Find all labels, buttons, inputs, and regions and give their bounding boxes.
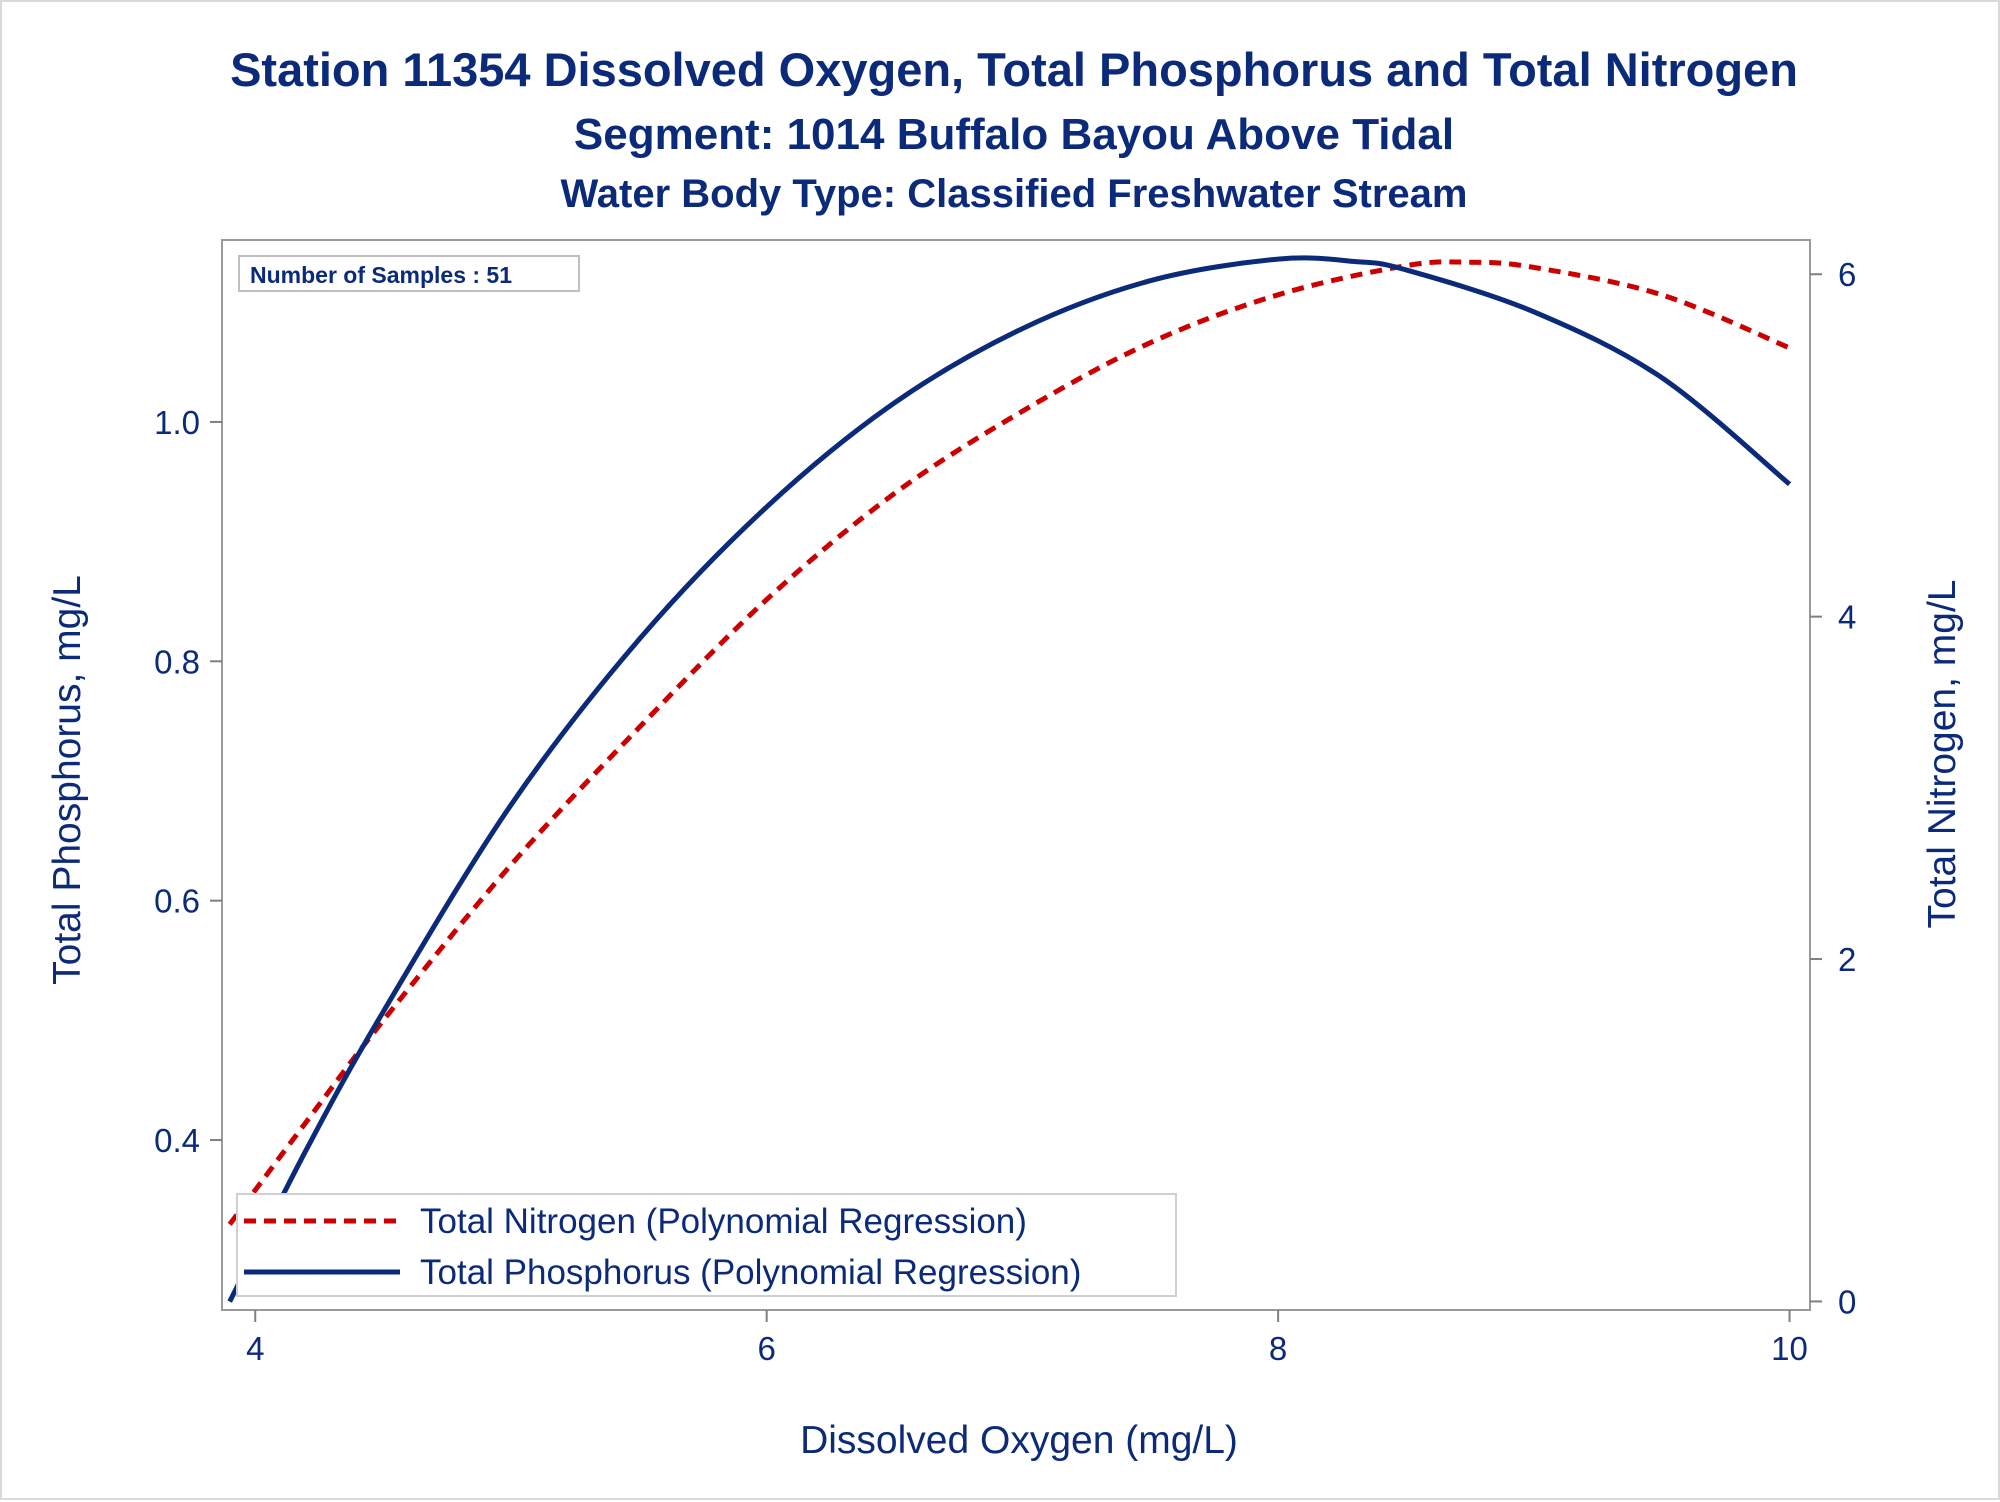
y-tick-label: 1.0	[154, 404, 200, 441]
legend-box	[236, 1193, 1177, 1297]
x-tick-label: 6	[757, 1330, 775, 1367]
series-line-nitrogen	[227, 259, 1791, 1226]
legend: Total Nitrogen (Polynomial Regression) T…	[236, 1193, 1177, 1297]
x-axis-title: Dissolved Oxygen (mg/L)	[800, 1419, 1238, 1462]
y2-tick-label: 0	[1838, 1283, 1856, 1320]
x-tick-label: 10	[1771, 1330, 1808, 1367]
y-tick-label: 0.4	[154, 1122, 200, 1159]
y2-axis-title: Total Nitrogen, mg/L	[1921, 579, 1964, 928]
y-tick-label: 0.6	[154, 883, 200, 920]
y2-tick-label: 6	[1838, 256, 1856, 293]
y-tick-label: 0.8	[154, 643, 200, 680]
series-line-phosphorus	[227, 255, 1792, 1303]
x-tick-label: 8	[1269, 1330, 1287, 1367]
axis-ticks: 4 6 8 10 0.4 0.6 0.8 1.0 0 2 4 6	[154, 256, 1856, 1367]
legend-label-phosphorus: Total Phosphorus (Polynomial Regression)	[420, 1253, 1081, 1292]
y2-tick-label: 2	[1838, 941, 1856, 978]
samples-inset-box	[238, 255, 580, 292]
x-tick-label: 4	[246, 1330, 264, 1367]
chart-subtitle-segment: Segment: 1014 Buffalo Bayou Above Tidal	[574, 110, 1454, 159]
plot-area	[221, 239, 1811, 1311]
chart-subtitle-waterbody: Water Body Type: Classified Freshwater S…	[561, 172, 1468, 216]
samples-inset-label: Number of Samples : 51	[250, 262, 512, 288]
legend-label-nitrogen: Total Nitrogen (Polynomial Regression)	[420, 1202, 1027, 1241]
y-axis-title: Total Phosphorus, mg/L	[46, 575, 89, 985]
y2-tick-label: 4	[1838, 599, 1856, 636]
series-lines	[227, 255, 1792, 1303]
chart-title: Station 11354 Dissolved Oxygen, Total Ph…	[230, 43, 1798, 96]
